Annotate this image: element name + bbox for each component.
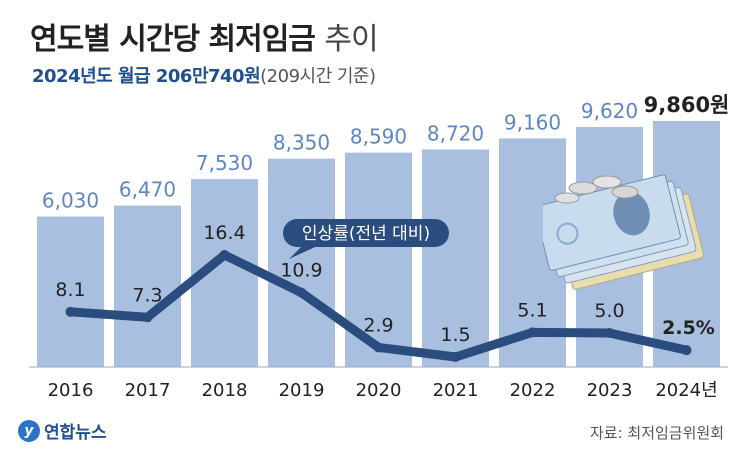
rate-point xyxy=(219,250,230,260)
bar-2021 xyxy=(422,149,489,367)
bar-value-label: 8,590 xyxy=(350,125,407,149)
x-tick-label: 2024년 xyxy=(655,380,717,401)
x-tick-label: 2019 xyxy=(279,380,325,401)
rate-value-label: 1.5 xyxy=(440,324,470,346)
rate-value-label: 2.9 xyxy=(363,314,393,336)
bar-value-label: 9,860원 xyxy=(644,93,730,117)
x-tick-label: 2018 xyxy=(202,380,248,401)
rate-point xyxy=(450,352,461,362)
x-tick-label: 2020 xyxy=(356,380,402,401)
bar-value-label: 9,160 xyxy=(504,110,561,134)
bar-value-label: 6,470 xyxy=(119,178,176,202)
rate-point xyxy=(65,306,76,317)
yonhap-logo-icon: y xyxy=(18,419,40,442)
subtitle-main: 2024년도 월급 206만740원 xyxy=(32,66,261,87)
rate-value-label: 8.1 xyxy=(55,279,85,301)
bar-2017 xyxy=(114,205,181,367)
chart-title: 연도별 시간당 최저임금 추이 xyxy=(30,14,379,58)
logo-text: 연합뉴스 xyxy=(44,423,107,443)
rate-legend-box xyxy=(283,219,449,247)
bar-2016 xyxy=(37,216,104,367)
money-illustration xyxy=(543,174,705,290)
bar-value-label: 7,530 xyxy=(196,151,253,175)
x-tick-label: 2022 xyxy=(510,380,556,401)
subtitle-basis: (209시간 기준) xyxy=(260,66,376,87)
rate-value-label: 5.0 xyxy=(594,300,624,322)
rate-point xyxy=(604,328,615,339)
chart-subtitle: 2024년도 월급 206만740원(209시간 기준) xyxy=(32,62,376,88)
title-main: 연도별 시간당 최저임금 xyxy=(30,22,316,57)
x-tick-label: 2021 xyxy=(433,380,479,401)
bar-value-label: 9,620 xyxy=(581,99,638,123)
source-note: 자료: 최저임금위원회 xyxy=(589,424,724,442)
bar-value-label: 6,030 xyxy=(42,189,99,213)
rate-point xyxy=(296,287,307,298)
rate-point xyxy=(142,312,153,323)
rate-legend-label: 인상률(전년 대비) xyxy=(302,224,430,244)
rate-point xyxy=(527,327,538,338)
rate-point xyxy=(373,342,384,353)
rate-value-label: 10.9 xyxy=(280,260,322,282)
rate-value-label: 7.3 xyxy=(132,284,162,306)
rate-legend-pointer xyxy=(289,247,315,259)
x-tick-label: 2017 xyxy=(125,380,171,401)
rate-point xyxy=(681,345,692,356)
title-light: 추이 xyxy=(324,22,378,57)
x-tick-label: 2016 xyxy=(48,380,94,401)
rate-value-label: 2.5% xyxy=(662,317,715,339)
logo: y 연합뉴스 xyxy=(18,418,107,443)
bar-value-label: 8,350 xyxy=(273,131,330,155)
bar-value-label: 8,720 xyxy=(427,121,484,145)
x-tick-label: 2023 xyxy=(587,380,633,401)
bar-2019 xyxy=(268,158,335,367)
chart-area: 6,030 6,470 7,530 8,350 8,590 8,720 9,160 9,620… xyxy=(29,93,730,401)
rate-value-label: 5.1 xyxy=(517,299,547,321)
rate-value-label: 16.4 xyxy=(203,222,245,244)
